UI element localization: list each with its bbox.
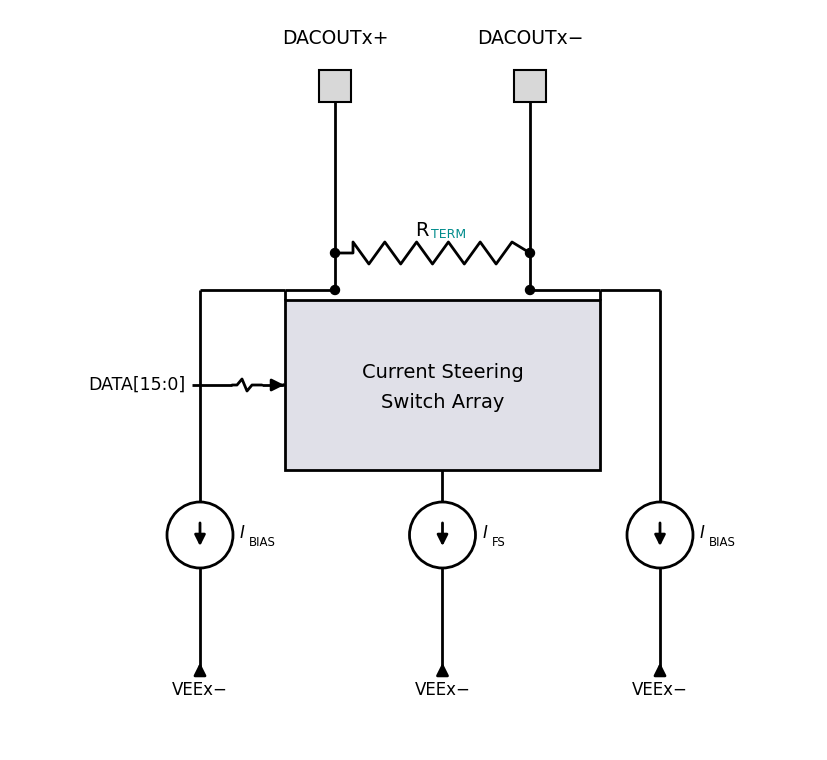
Bar [284, 300, 600, 470]
Text: VEEx−: VEEx− [172, 681, 227, 699]
Bar [318, 70, 351, 102]
Text: VEEx−: VEEx− [414, 681, 470, 699]
Text: Current Steering: Current Steering [361, 363, 523, 382]
Text: I: I [482, 524, 487, 542]
Text: VEEx−: VEEx− [631, 681, 687, 699]
Circle shape [330, 249, 339, 258]
Text: Switch Array: Switch Array [380, 394, 504, 413]
Text: BIAS: BIAS [249, 537, 275, 549]
Text: BIAS: BIAS [708, 537, 735, 549]
Circle shape [167, 502, 232, 568]
Text: DACOUTx+: DACOUTx+ [281, 28, 388, 47]
Text: TERM: TERM [431, 227, 466, 240]
Text: R: R [414, 221, 428, 240]
Text: DACOUTx−: DACOUTx− [476, 28, 582, 47]
Circle shape [626, 502, 692, 568]
Text: DATA[15:0]: DATA[15:0] [88, 376, 185, 394]
Text: I: I [699, 524, 704, 542]
Circle shape [330, 286, 339, 294]
Bar [514, 70, 545, 102]
Text: I: I [240, 524, 245, 542]
Circle shape [525, 249, 534, 258]
Circle shape [409, 502, 475, 568]
Text: FS: FS [491, 537, 504, 549]
Circle shape [525, 286, 534, 294]
